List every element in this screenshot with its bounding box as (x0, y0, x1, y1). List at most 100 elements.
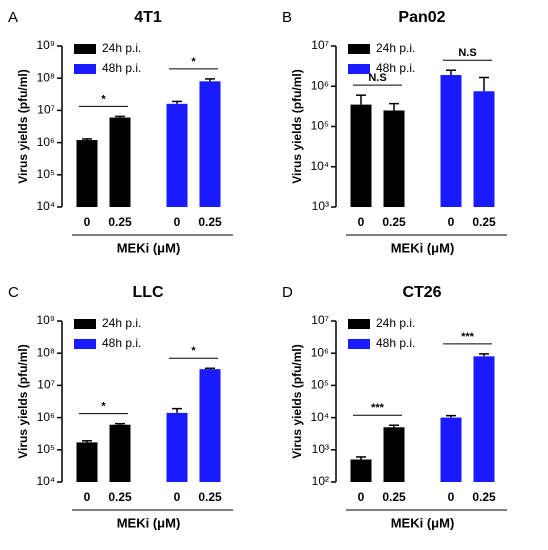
legend-label: 24h p.i. (376, 316, 415, 330)
legend-swatch (348, 44, 370, 54)
chart-title: LLC (132, 284, 164, 301)
bar (76, 442, 98, 482)
legend-label: 48h p.i. (376, 336, 415, 350)
x-tick-label: 0 (84, 215, 91, 229)
legend-swatch (74, 319, 96, 329)
y-tick-label: 10⁶ (311, 345, 329, 359)
y-tick-label: 10⁴ (310, 410, 329, 424)
y-tick-label: 10³ (312, 199, 329, 213)
y-axis-label: Virus yields (pfu/ml) (290, 344, 304, 458)
x-tick-label: 0.25 (472, 215, 496, 229)
significance-label: * (191, 56, 196, 68)
bar (350, 459, 372, 482)
x-tick-label: 0.25 (198, 215, 222, 229)
y-tick-label: 10⁹ (37, 313, 56, 327)
y-tick-label: 10⁵ (37, 167, 55, 181)
y-tick-label: 10⁴ (36, 474, 55, 488)
y-axis-label: Virus yields (pfu/ml) (16, 69, 30, 183)
legend-label: 24h p.i. (102, 41, 141, 55)
y-tick-label: 10⁴ (36, 199, 55, 213)
legend-label: 24h p.i. (102, 316, 141, 330)
x-tick-label: 0.25 (198, 490, 222, 504)
legend-swatch (348, 319, 370, 329)
y-tick-label: 10⁶ (311, 78, 329, 92)
legend-swatch (348, 339, 370, 349)
bar (199, 81, 221, 207)
y-tick-label: 10⁹ (37, 38, 56, 52)
bar (109, 117, 131, 207)
bar (383, 427, 405, 482)
y-tick-label: 10⁴ (310, 159, 329, 173)
legend-swatch (74, 339, 96, 349)
panel-label: B (282, 9, 292, 26)
significance-label: * (101, 93, 106, 105)
chart-title: CT26 (402, 284, 441, 301)
bar (383, 110, 405, 207)
y-axis-label: Virus yields (pfu/ml) (16, 344, 30, 458)
legend-label: 48h p.i. (102, 336, 141, 350)
bar (440, 417, 462, 482)
x-tick-label: 0 (358, 490, 365, 504)
x-axis-label: MEKi (μM) (391, 515, 455, 530)
significance-label: N.S (368, 72, 386, 84)
x-tick-label: 0.25 (108, 490, 132, 504)
panel: B Pan02 Virus yields (pfu/ml) 10³ 10⁴ 10⁵ 10⁶ 1… (282, 9, 507, 255)
panel-label: D (282, 284, 293, 301)
bar (109, 424, 131, 482)
bar (76, 140, 98, 207)
bar (166, 412, 188, 482)
y-tick-label: 10⁷ (311, 38, 329, 52)
bar (473, 91, 495, 207)
y-tick-label: 10⁷ (37, 103, 55, 117)
legend-swatch (74, 44, 96, 54)
y-axis-label: Virus yields (pfu/ml) (290, 69, 304, 183)
bar (350, 104, 372, 207)
bar (473, 356, 495, 482)
panel: A 4T1 Virus yields (pfu/ml) 10⁴ 10⁵ 10⁶ 10⁷ 10⁸… (8, 9, 233, 255)
bar (166, 103, 188, 207)
significance-label: * (101, 401, 106, 413)
bar (440, 75, 462, 207)
panel: C LLC Virus yields (pfu/ml) 10⁴ 10⁵ 10⁶ 10⁷ 10⁸… (8, 284, 233, 530)
significance-label: *** (371, 402, 385, 414)
y-tick-label: 10⁷ (37, 378, 55, 392)
legend-label: 48h p.i. (102, 61, 141, 75)
x-tick-label: 0 (174, 215, 181, 229)
y-tick-label: 10⁷ (311, 313, 329, 327)
panel-label: C (8, 284, 19, 301)
legend-label: 48h p.i. (376, 61, 415, 75)
significance-label: N.S (458, 47, 476, 59)
y-tick-label: 10⁶ (37, 135, 55, 149)
x-tick-label: 0 (448, 490, 455, 504)
y-tick-label: 10⁵ (311, 119, 329, 133)
y-tick-label: 10⁵ (37, 442, 55, 456)
x-tick-label: 0 (448, 215, 455, 229)
x-tick-label: 0.25 (382, 490, 406, 504)
legend-swatch (74, 64, 96, 74)
chart-title: Pan02 (398, 9, 445, 26)
x-tick-label: 0 (358, 215, 365, 229)
y-tick-label: 10³ (312, 442, 329, 456)
x-axis-label: MEKi (μM) (117, 240, 181, 255)
x-tick-label: 0.25 (382, 215, 406, 229)
y-tick-label: 10⁸ (37, 70, 55, 84)
y-tick-label: 10⁵ (311, 378, 329, 392)
y-tick-label: 10⁸ (37, 345, 55, 359)
x-axis-label: MEKi (μM) (391, 240, 455, 255)
x-tick-label: 0.25 (472, 490, 496, 504)
panel: D CT26 Virus yields (pfu/ml) 10² 10³ 10⁴ 10⁵ 10… (282, 284, 507, 530)
x-axis-label: MEKi (μM) (117, 515, 181, 530)
y-tick-label: 10² (312, 474, 329, 488)
legend-label: 24h p.i. (376, 41, 415, 55)
legend-swatch (348, 64, 370, 74)
bar (199, 369, 221, 482)
y-tick-label: 10⁶ (37, 410, 55, 424)
panel-label: A (8, 9, 18, 26)
chart-title: 4T1 (134, 9, 162, 26)
significance-label: *** (461, 331, 475, 343)
x-tick-label: 0 (174, 490, 181, 504)
x-tick-label: 0 (84, 490, 91, 504)
significance-label: * (191, 345, 196, 357)
x-tick-label: 0.25 (108, 215, 132, 229)
